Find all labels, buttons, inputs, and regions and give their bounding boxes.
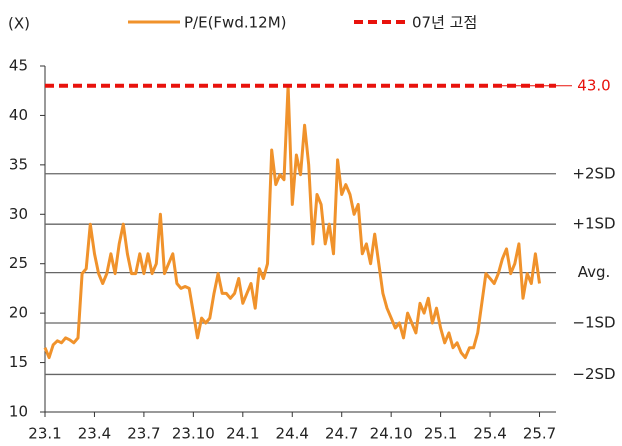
y-axis-label: (X): [8, 15, 30, 33]
series-line: [43, 84, 541, 360]
sd-label: −1SD: [572, 314, 615, 332]
x-tick-label: 24.4: [276, 425, 309, 443]
y-tick-label: 10: [9, 403, 28, 421]
x-tick-label: 23.7: [127, 425, 160, 443]
y-tick-label: 20: [9, 304, 28, 322]
sd-label: Avg.: [578, 263, 611, 281]
x-tick-label: 23.4: [78, 425, 111, 443]
x-tick-label: 24.10: [370, 425, 413, 443]
sd-label: +1SD: [572, 215, 615, 233]
sd-label: −2SD: [572, 365, 615, 383]
x-tick-label: 25.7: [523, 425, 556, 443]
x-tick-label: 23.1: [28, 425, 61, 443]
x-tick-label: 23.10: [172, 425, 215, 443]
sd-label: +2SD: [572, 164, 615, 182]
y-tick-label: 45: [9, 57, 28, 75]
y-tick-label: 25: [9, 254, 28, 272]
y-tick-label: 35: [9, 155, 28, 173]
x-tick-label: 24.1: [226, 425, 259, 443]
y-tick-label: 30: [9, 205, 28, 223]
x-tick-label: 25.1: [424, 425, 457, 443]
x-tick-label: 24.7: [325, 425, 358, 443]
ref-label: 43.0: [577, 76, 610, 94]
legend-label: P/E(Fwd.12M): [184, 14, 287, 32]
y-tick-label: 15: [9, 353, 28, 371]
legend-label: 07년 고점: [412, 14, 477, 32]
x-tick-label: 25.4: [473, 425, 506, 443]
y-tick-label: 40: [9, 106, 28, 124]
